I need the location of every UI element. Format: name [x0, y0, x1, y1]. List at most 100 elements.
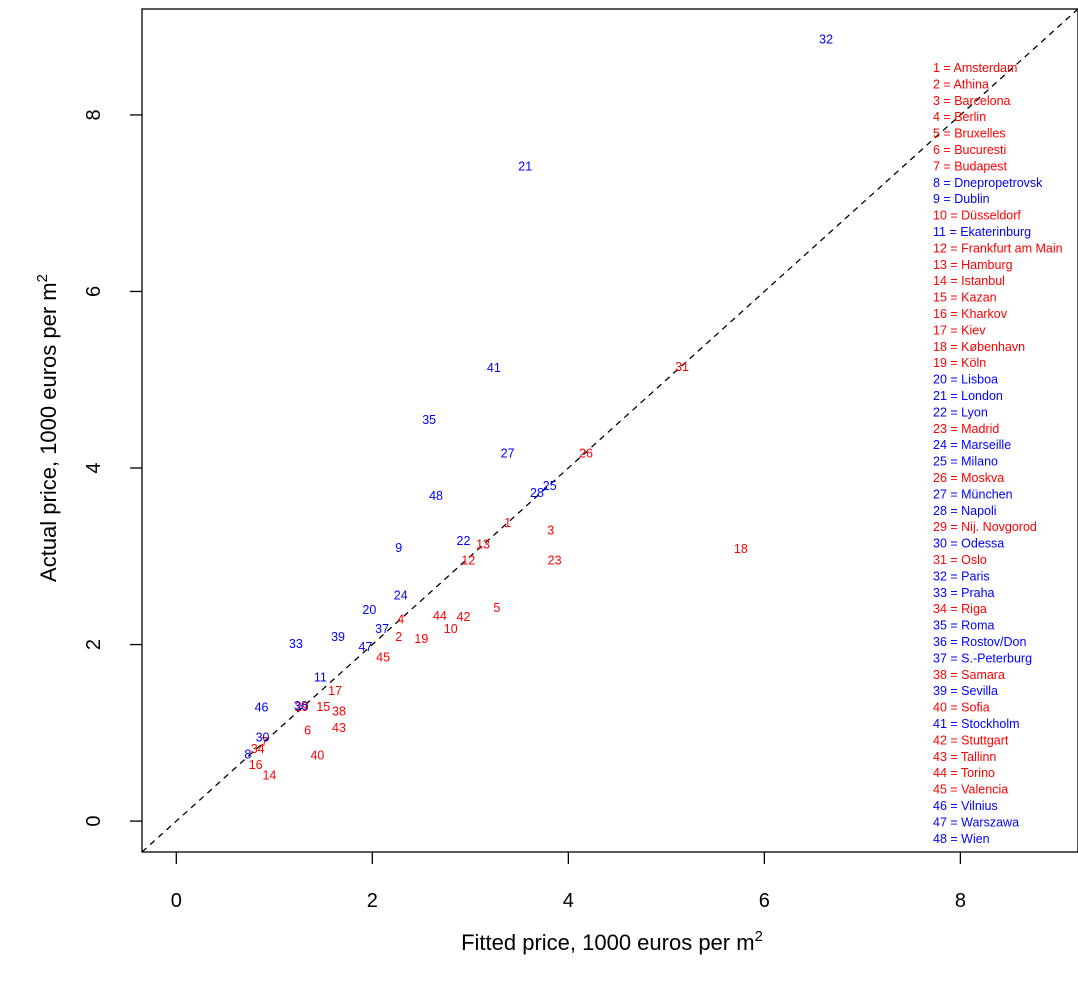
legend-entry-29: 29 = Nij. Novgorod: [933, 520, 1037, 534]
legend-entry-28: 28 = Napoli: [933, 504, 997, 518]
point-label-30: 30: [256, 731, 270, 745]
point-label-24: 24: [394, 589, 408, 603]
legend-entry-33: 33 = Praha: [933, 586, 995, 600]
point-label-19: 19: [414, 632, 428, 646]
point-label-5: 5: [493, 601, 500, 615]
point-label-9: 9: [395, 541, 402, 555]
point-label-33: 33: [289, 637, 303, 651]
point-label-40: 40: [310, 748, 324, 762]
point-label-29: 29: [295, 700, 309, 714]
point-label-2: 2: [395, 630, 402, 644]
legend-entry-13: 13 = Hamburg: [933, 258, 1013, 272]
x-axis: 0 2 4 6 8: [171, 852, 966, 912]
legend-entry-14: 14 = Istanbul: [933, 274, 1005, 288]
legend-entry-3: 3 = Barcelona: [933, 94, 1011, 108]
legend-entry-32: 32 = Paris: [933, 569, 990, 583]
legend-entry-41: 41 = Stockholm: [933, 717, 1020, 731]
legend-entry-4: 4 = Berlin: [933, 110, 986, 124]
legend-entry-23: 23 = Madrid: [933, 422, 999, 436]
legend-entry-35: 35 = Roma: [933, 619, 995, 633]
legend-entry-38: 38 = Samara: [933, 668, 1005, 682]
point-label-4: 4: [397, 612, 404, 626]
reference-line-group: [141, 8, 1078, 853]
point-label-11: 11: [314, 671, 327, 685]
identity-line: [141, 8, 1078, 853]
plot-frame: [141, 8, 1078, 853]
legend-entry-30: 30 = Odessa: [933, 537, 1004, 551]
legend-entry-2: 2 = Athina: [933, 77, 989, 91]
plot-area: [141, 8, 1078, 853]
point-label-15: 15: [316, 700, 330, 714]
point-label-37: 37: [375, 622, 389, 636]
point-label-22: 22: [457, 534, 471, 548]
legend-entry-40: 40 = Sofia: [933, 701, 990, 715]
point-label-13: 13: [476, 537, 490, 551]
point-label-42: 42: [457, 610, 471, 624]
point-label-35: 35: [422, 413, 436, 427]
point-label-32: 32: [819, 33, 833, 47]
point-label-47: 47: [359, 640, 373, 654]
legend-entry-16: 16 = Kharkov: [933, 307, 1008, 321]
legend-entry-47: 47 = Warszawa: [933, 815, 1019, 829]
legend-entry-45: 45 = Valencia: [933, 783, 1008, 797]
legend-entry-11: 11 = Ekaterinburg: [933, 225, 1031, 239]
point-label-8: 8: [244, 748, 251, 762]
y-tick-label: 2: [83, 639, 105, 650]
point-label-34: 34: [251, 742, 265, 756]
point-label-48: 48: [429, 489, 443, 503]
point-label-43: 43: [332, 721, 346, 735]
x-tick-label: 8: [955, 890, 966, 912]
legend-entry-15: 15 = Kazan: [933, 291, 997, 305]
legend-entry-34: 34 = Riga: [933, 602, 987, 616]
point-label-25: 25: [543, 479, 557, 493]
point-label-26: 26: [579, 447, 593, 461]
legend-entry-43: 43 = Tallinn: [933, 750, 996, 764]
x-axis-title: Fitted price, 1000 euros per m2: [461, 928, 763, 955]
point-label-46: 46: [255, 701, 269, 715]
legend-entry-10: 10 = Düsseldorf: [933, 209, 1021, 223]
point-label-41: 41: [487, 361, 501, 375]
legend-entry-1: 1 = Amsterdam: [933, 61, 1017, 75]
legend-entry-37: 37 = S.-Peterburg: [933, 651, 1032, 665]
legend-entry-36: 36 = Rostov/Don: [933, 635, 1027, 649]
x-tick-label: 4: [563, 890, 574, 912]
legend-entry-8: 8 = Dnepropetrovsk: [933, 176, 1043, 190]
legend-entry-12: 12 = Frankfurt am Main: [933, 241, 1063, 255]
point-label-20: 20: [362, 603, 376, 617]
legend-entry-24: 24 = Marseille: [933, 438, 1011, 452]
point-label-39: 39: [331, 630, 345, 644]
point-label-45: 45: [376, 650, 390, 664]
legend-entry-17: 17 = Kiev: [933, 323, 986, 337]
legend-entry-48: 48 = Wien: [933, 832, 990, 846]
point-label-31: 31: [675, 360, 689, 374]
x-tick-label: 2: [367, 890, 378, 912]
legend-entry-27: 27 = München: [933, 487, 1013, 501]
y-axis-title: Actual price, 1000 euros per m2: [34, 274, 61, 582]
legend-entry-6: 6 = Bucuresti: [933, 143, 1006, 157]
point-label-16: 16: [249, 758, 263, 772]
legend-entry-9: 9 = Dublin: [933, 192, 990, 206]
legend-entry-21: 21 = London: [933, 389, 1003, 403]
legend-entry-5: 5 = Bruxelles: [933, 127, 1006, 141]
legend-entry-22: 22 = Lyon: [933, 405, 988, 419]
y-axis: 0 2 4 6 8: [83, 109, 142, 827]
point-label-28: 28: [530, 486, 544, 500]
legend-entry-42: 42 = Stuttgart: [933, 733, 1009, 747]
point-label-21: 21: [518, 160, 532, 174]
point-label-7: 7: [261, 735, 268, 749]
y-tick-label: 6: [83, 286, 105, 297]
legend-entry-20: 20 = Lisboa: [933, 373, 998, 387]
point-label-10: 10: [444, 622, 458, 636]
point-label-17: 17: [328, 684, 342, 698]
y-tick-label: 4: [83, 462, 105, 473]
legend-entry-25: 25 = Milano: [933, 455, 998, 469]
legend-entry-19: 19 = Köln: [933, 356, 986, 370]
y-tick-label: 8: [83, 109, 105, 120]
point-label-36: 36: [294, 699, 308, 713]
x-tick-label: 6: [759, 890, 770, 912]
legend-entry-26: 26 = Moskva: [933, 471, 1004, 485]
legend-entry-7: 7 = Budapest: [933, 159, 1008, 173]
point-label-6: 6: [304, 724, 311, 738]
legend-entry-18: 18 = København: [933, 340, 1025, 354]
legend-entry-39: 39 = Sevilla: [933, 684, 998, 698]
